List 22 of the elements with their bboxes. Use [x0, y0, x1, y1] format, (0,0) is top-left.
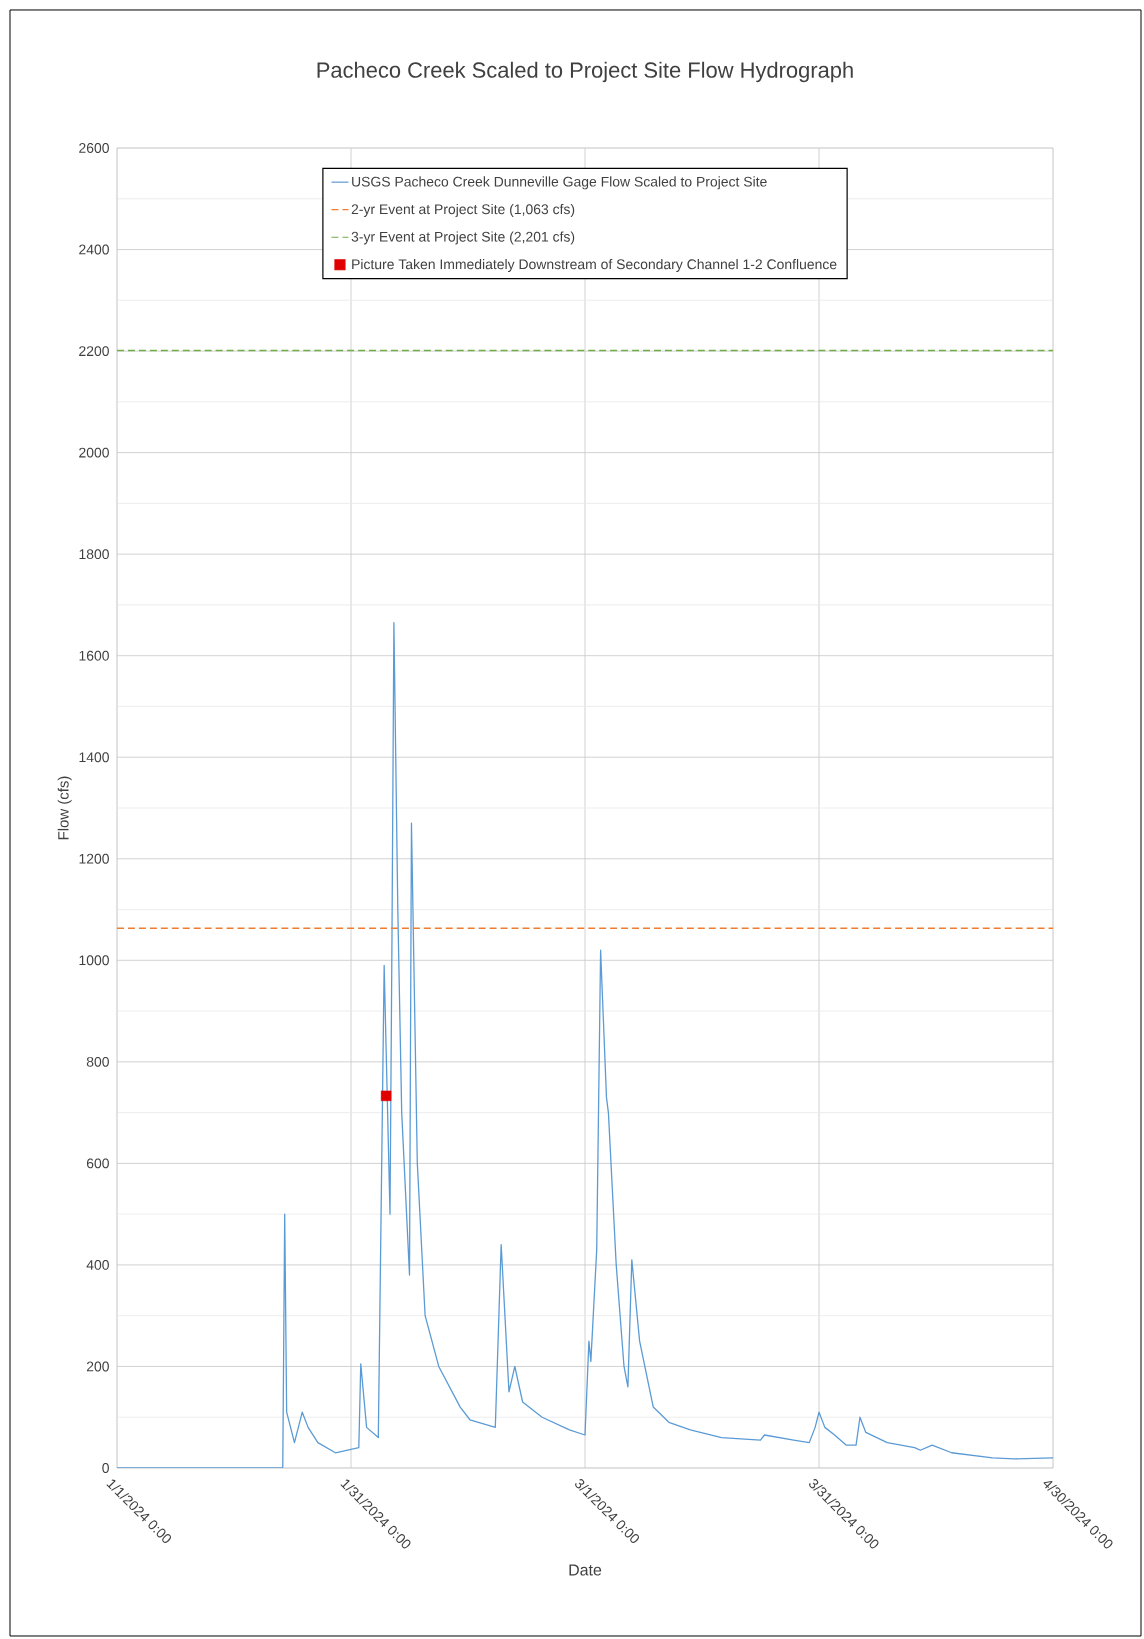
line-series [117, 622, 1054, 1468]
chart-title: Pacheco Creek Scaled to Project Site Flow Hydrograph [317, 61, 853, 83]
legend-label: 2-yr Event at Project Site (1,063 cfs) [351, 203, 575, 217]
y-tick-label: 800 [86, 1056, 109, 1067]
y-tick-label: 200 [86, 1361, 109, 1372]
y-tick-label: 2200 [79, 346, 109, 357]
legend-label: USGS Pacheco Creek Dunneville Gage Flow Scaled to Project Site [352, 176, 767, 190]
legend-label: Picture Taken Immediately Downstream of Secondary Channel 1-2 Confluence [352, 258, 837, 272]
y-axis-title: Flow (cfs) [57, 776, 72, 840]
y-tick-label: 600 [86, 1158, 109, 1169]
y-tick-label: 0 [102, 1463, 109, 1473]
y-tick-label: 1000 [79, 955, 109, 966]
y-tick-label: 1600 [79, 650, 109, 661]
y-tick-label: 2400 [79, 244, 109, 255]
y-tick-label: 1200 [79, 853, 109, 864]
x-axis-title: Date [569, 1564, 602, 1576]
y-tick-label: 2000 [79, 447, 109, 458]
y-tick-label: 400 [86, 1259, 109, 1270]
y-tick-label: 1400 [79, 752, 109, 763]
y-tick-label: 2600 [79, 143, 109, 153]
legend-label: 3-yr Event at Project Site (2,201 cfs) [351, 231, 575, 245]
y-tick-label: 1800 [79, 549, 109, 560]
